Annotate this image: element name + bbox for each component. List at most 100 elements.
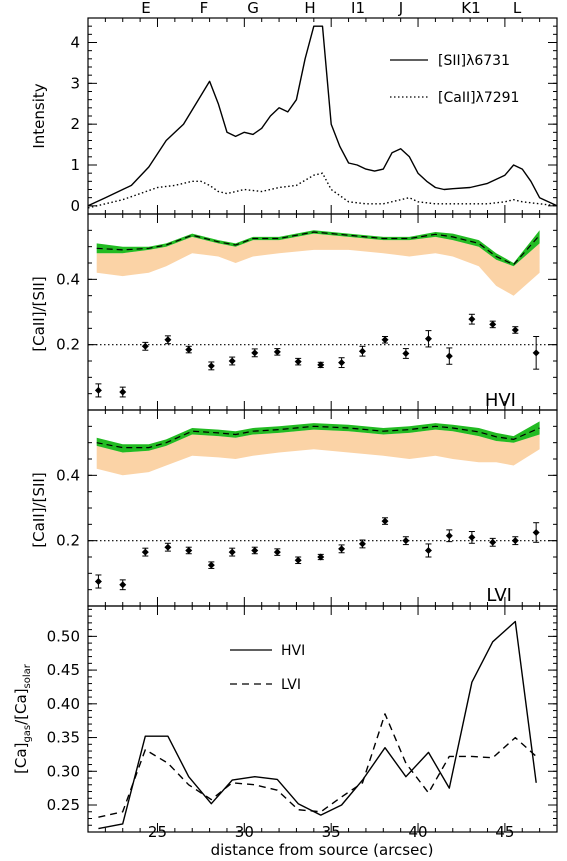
model-range-band [96, 429, 540, 476]
hvi-ratio-y-label: [CaII]/[SII] [30, 276, 48, 351]
region-label: E [141, 0, 150, 17]
y-tick-label: 1 [70, 156, 80, 174]
ratio-point [273, 348, 281, 356]
y-tick-label: 2 [70, 115, 80, 133]
ratio-point [251, 349, 259, 357]
y-tick-label: 0.30 [47, 762, 80, 780]
ratio-point [294, 556, 302, 564]
region-label: F [200, 0, 209, 17]
abundance-y-label-a: [Ca] [12, 743, 30, 774]
intensity-legend: [SII]λ6731 [CaII]λ7291 [390, 53, 519, 106]
region-label: I1 [351, 0, 365, 17]
ratio-point [532, 349, 540, 357]
ratio-point [207, 561, 215, 569]
ratio-point [424, 546, 432, 554]
ratio-point [273, 548, 281, 556]
region-label: G [247, 0, 259, 17]
ratio-point [94, 578, 102, 585]
x-tick-label: 45 [495, 823, 514, 841]
abundance-y-label: [Ca]gas/[Ca]solar [12, 663, 33, 774]
abundance-y-label-sub2: solar [22, 663, 33, 688]
region-label: J [398, 0, 403, 17]
ratio-point [338, 359, 346, 367]
x-tick-label: 30 [235, 823, 254, 841]
region-label: K1 [461, 0, 480, 17]
ratio-point [358, 540, 366, 548]
ratio-point [164, 543, 172, 551]
y-tick-label: 0.2 [56, 336, 80, 354]
region-label: H [304, 0, 315, 17]
x-axis-label: distance from source (arcsec) [211, 841, 434, 859]
ratio-point [251, 546, 259, 554]
ratio-point [445, 352, 453, 360]
ratio-point [532, 529, 540, 536]
ratio-point [317, 553, 325, 561]
ratio-point [141, 342, 149, 350]
y-tick-label: 0.35 [47, 729, 80, 747]
ratio-point [381, 517, 389, 525]
legend-sii-label: [SII]λ6731 [438, 53, 510, 69]
ratio-point [185, 546, 193, 554]
abundance-panel-frame [87, 605, 558, 833]
hvi-abundance-line [98, 620, 537, 830]
y-tick-label: 0.50 [47, 627, 80, 645]
ratio-point [228, 548, 236, 556]
intensity-panel-frame [87, 17, 558, 215]
y-tick-label: 0 [70, 197, 80, 215]
tick-layer: 25 30 35 40 45 0 1 2 3 4 0.2 0.4 0.2 0.4 0.25 0.30 0.35 0… [47, 17, 558, 841]
ratio-point [468, 315, 476, 323]
ratio-point [489, 538, 497, 546]
lvi-ratio-y-label: [CaII]/[SII] [30, 472, 48, 547]
legend-caii-label: [CaII]λ7291 [438, 90, 519, 106]
lvi-abundance-line [98, 713, 537, 818]
hvi-panel-label: HVI [485, 390, 516, 411]
y-tick-label: 0.40 [47, 695, 80, 713]
abundance-y-label-b: /[Ca] [12, 688, 30, 724]
ratio-point [402, 349, 410, 357]
ratio-point [402, 537, 410, 545]
y-tick-label: 0.25 [47, 796, 80, 814]
y-tick-label: 3 [70, 74, 80, 92]
x-tick-label: 25 [148, 823, 167, 841]
sii-intensity-line [87, 25, 558, 207]
ratio-point [358, 347, 366, 355]
legend-lvi-label: LVI [281, 677, 301, 693]
ratio-point [317, 361, 325, 369]
region-label: L [513, 0, 522, 17]
ratio-point [94, 386, 102, 394]
model-dashed-line [96, 231, 541, 266]
ratio-point [119, 388, 127, 396]
ratio-point [228, 357, 236, 365]
model-solar-band [96, 421, 540, 453]
ratio-point [141, 548, 149, 556]
ratio-point [119, 581, 127, 589]
model-range-band [96, 233, 540, 296]
ratio-point [164, 336, 172, 344]
ratio-point [511, 326, 519, 334]
abundance-legend: HVI LVI [230, 643, 305, 693]
ratio-point [294, 358, 302, 366]
ratio-point [445, 532, 453, 540]
y-tick-label: 4 [70, 34, 80, 52]
intensity-y-label: Intensity [30, 83, 48, 148]
plot-layer [87, 25, 558, 830]
ratio-point [468, 533, 476, 541]
caii-intensity-line [87, 172, 558, 209]
y-tick-label: 0.4 [56, 466, 80, 484]
ratio-point [185, 346, 193, 354]
legend-hvi-label: HVI [281, 643, 305, 659]
y-tick-label: 0.2 [56, 532, 80, 550]
ratio-point [489, 320, 497, 328]
y-tick-label: 0.45 [47, 661, 80, 679]
ratio-point [424, 335, 432, 343]
y-tick-label: 0.4 [56, 270, 80, 288]
lvi-panel-label: LVI [486, 585, 512, 606]
x-tick-label: 35 [322, 823, 341, 841]
abundance-y-label-sub1: gas [22, 725, 33, 743]
x-tick-label: 40 [408, 823, 427, 841]
model-dashed-line [96, 425, 540, 449]
ratio-point [207, 362, 215, 370]
ratio-point [511, 537, 519, 545]
region-labels: E F G H I1 J K1 L [141, 0, 522, 17]
ratio-point [381, 336, 389, 344]
